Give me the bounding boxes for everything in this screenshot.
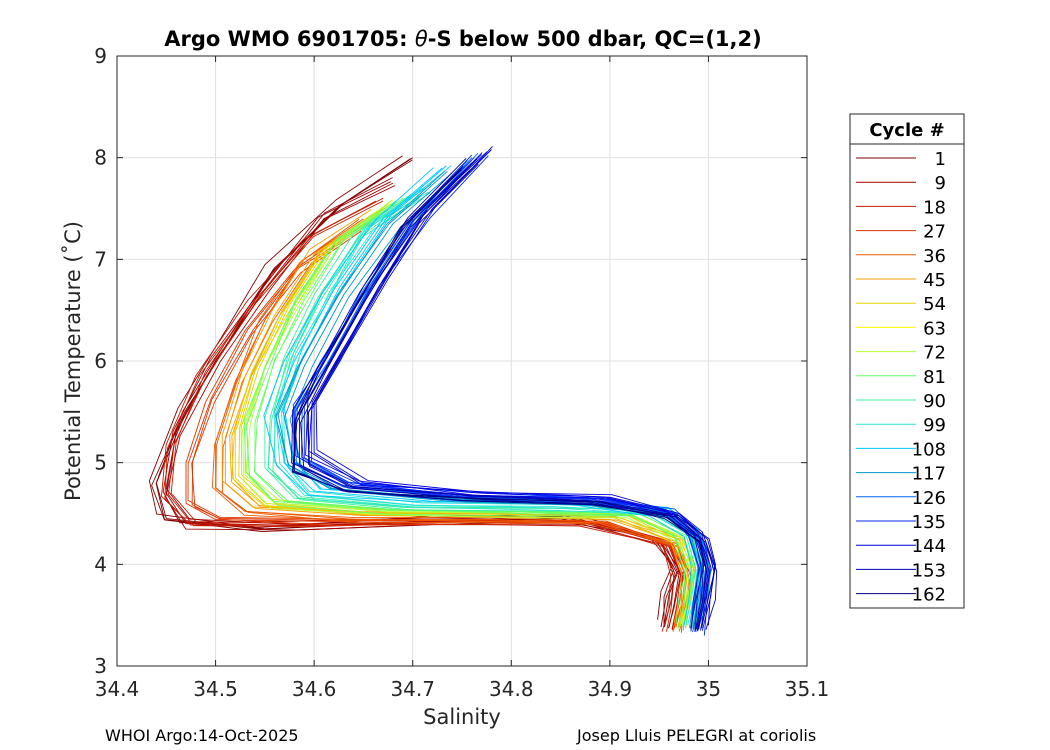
x-tick-label: 34.9 <box>588 677 633 701</box>
series-line-late <box>308 158 716 626</box>
series-line-early <box>164 200 675 632</box>
series-line-mid <box>244 203 693 627</box>
legend-label: 18 <box>923 197 946 218</box>
footer-right: Josep Lluis PELEGRI at coriolis <box>576 726 816 745</box>
legend-label: 99 <box>923 415 946 436</box>
y-tick-label: 8 <box>94 146 107 170</box>
legend-box <box>849 113 965 609</box>
series-line-late <box>294 154 700 631</box>
legend-label: 81 <box>923 367 946 388</box>
series-line-early <box>191 230 694 633</box>
footer-left: WHOI Argo:14-Oct-2025 <box>105 726 299 745</box>
x-tick-label: 34.8 <box>489 677 534 701</box>
series-lines <box>148 146 718 636</box>
x-tick-label: 34.6 <box>292 677 337 701</box>
legend-label: 162 <box>912 585 946 606</box>
legend-label: 72 <box>923 343 946 364</box>
series-line-late <box>263 167 692 631</box>
y-tick-label: 3 <box>94 654 107 678</box>
legend-title: Cycle # <box>869 120 944 141</box>
legend-label: 36 <box>923 246 946 267</box>
legend-label: 27 <box>923 222 946 243</box>
series-line-mid <box>234 208 691 627</box>
legend-label: 9 <box>935 173 946 194</box>
legend-label: 54 <box>923 294 946 315</box>
series-line-mid <box>224 213 689 628</box>
y-tick-label: 9 <box>94 44 107 68</box>
legend-label: 144 <box>912 536 946 557</box>
series-line-mid <box>215 222 687 632</box>
legend-label: 45 <box>923 270 946 291</box>
legend: Cycle # 19182736455463728190991081171261… <box>849 113 965 609</box>
x-tick-label: 34.7 <box>390 677 435 701</box>
legend-entries: 1 9 18 27 36 45 54 63 72 81 90 99 108 117 126 135 144 153… <box>856 149 946 606</box>
series-line-late <box>306 163 718 630</box>
grid-lines <box>117 56 807 666</box>
legend-label: 126 <box>912 488 946 509</box>
series-line-late <box>289 175 712 630</box>
series-line-late <box>274 167 701 628</box>
legend-label: 1 <box>935 149 946 170</box>
legend-label: 135 <box>912 512 946 533</box>
x-tick-label: 34.4 <box>95 677 140 701</box>
series-line-early <box>168 200 684 631</box>
series-line-mid <box>243 200 688 625</box>
y-tick-label: 6 <box>94 349 107 373</box>
series-line-early <box>161 202 672 632</box>
legend-label: 153 <box>912 560 946 581</box>
y-tick-label: 4 <box>94 552 107 576</box>
x-tick-label: 35.1 <box>785 677 830 701</box>
series-line-late <box>315 146 715 631</box>
series-line-mid <box>231 210 688 630</box>
title-prefix: Argo WMO 6901705: <box>164 27 415 51</box>
y-tick-label: 5 <box>94 451 107 475</box>
series-line-early <box>165 185 681 629</box>
legend-label: 63 <box>923 318 946 339</box>
legend-label: 90 <box>923 391 946 412</box>
chart-title: Argo WMO 6901705: θ-S below 500 dbar, QC… <box>164 27 761 51</box>
y-tick-label: 7 <box>94 247 107 271</box>
title-theta-symbol: θ <box>415 27 428 51</box>
series-line-mid <box>242 208 693 631</box>
series-line-late <box>300 168 715 629</box>
series-line-mid <box>246 203 686 629</box>
title-suffix: -S below 500 dbar, QC=(1,2) <box>428 27 762 51</box>
legend-label: 117 <box>912 464 946 485</box>
x-tick-label: 35 <box>696 677 721 701</box>
legend-label: 108 <box>912 439 946 460</box>
x-tick-label: 34.5 <box>193 677 238 701</box>
x-axis-label: Salinity <box>423 705 501 729</box>
series-line-late <box>291 169 707 627</box>
axis-ticks: 34.4 34.5 34.6 34.7 34.8 34.9 35 35.1 3 4 5 6 7 8 9 <box>94 44 829 701</box>
series-line-late <box>277 170 699 629</box>
y-axis-label: Potential Temperature (˚C) <box>61 221 85 501</box>
